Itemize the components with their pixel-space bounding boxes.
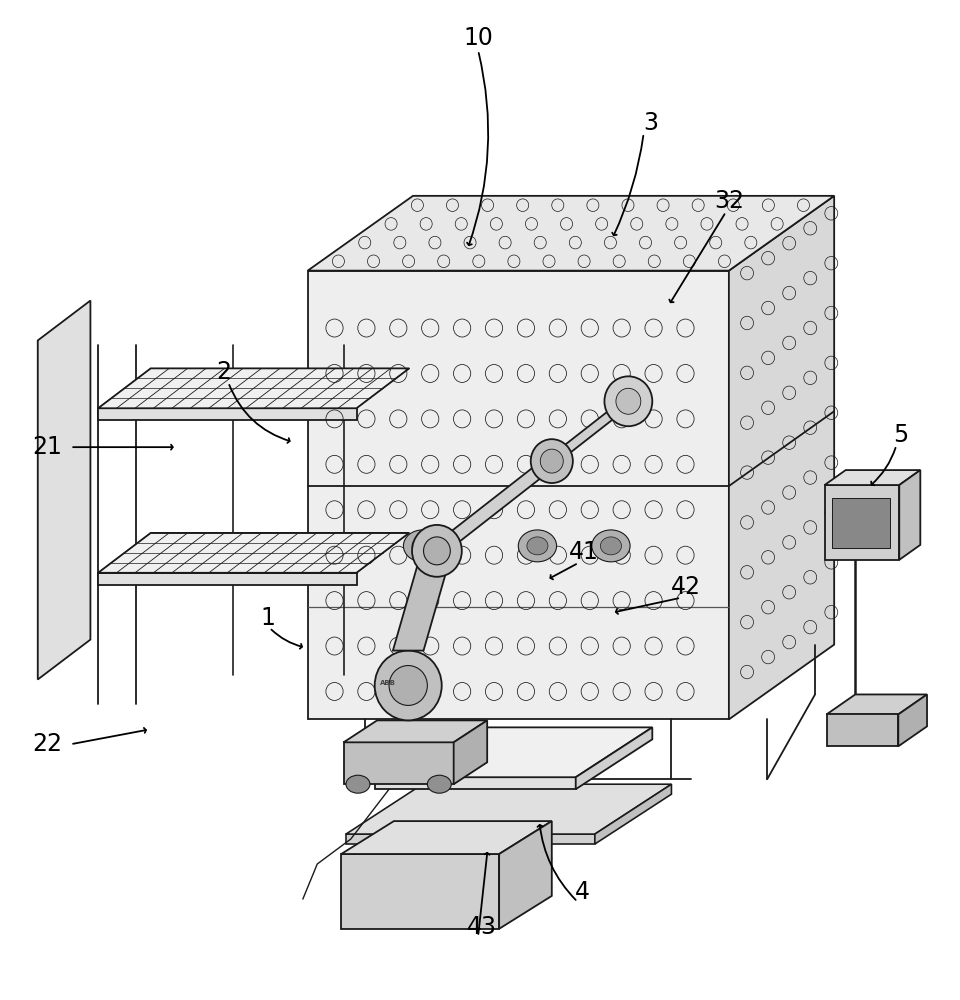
- Polygon shape: [827, 714, 899, 746]
- Ellipse shape: [527, 537, 548, 555]
- Ellipse shape: [591, 530, 630, 562]
- Circle shape: [389, 666, 427, 705]
- Polygon shape: [98, 368, 409, 408]
- Text: 4: 4: [575, 880, 590, 904]
- Text: ABB: ABB: [379, 680, 396, 686]
- Ellipse shape: [412, 537, 433, 555]
- Ellipse shape: [427, 775, 451, 793]
- Polygon shape: [454, 720, 487, 784]
- Polygon shape: [374, 727, 652, 777]
- Circle shape: [531, 439, 573, 483]
- Polygon shape: [344, 742, 454, 784]
- Polygon shape: [426, 461, 563, 551]
- Polygon shape: [729, 196, 834, 719]
- Circle shape: [605, 376, 652, 426]
- Ellipse shape: [403, 530, 442, 562]
- Polygon shape: [899, 694, 927, 746]
- Polygon shape: [374, 777, 576, 789]
- Polygon shape: [308, 271, 729, 719]
- Text: 32: 32: [714, 189, 744, 213]
- Polygon shape: [344, 720, 487, 742]
- Circle shape: [412, 525, 462, 577]
- Polygon shape: [346, 834, 595, 844]
- Text: 5: 5: [894, 423, 909, 447]
- Circle shape: [374, 651, 442, 720]
- Polygon shape: [98, 573, 356, 585]
- Polygon shape: [341, 854, 499, 929]
- Circle shape: [423, 537, 450, 565]
- Polygon shape: [98, 408, 356, 420]
- Text: 21: 21: [33, 435, 62, 459]
- Polygon shape: [499, 821, 552, 929]
- Circle shape: [540, 449, 564, 473]
- Polygon shape: [900, 470, 921, 560]
- Polygon shape: [98, 533, 409, 573]
- Polygon shape: [341, 821, 552, 854]
- Ellipse shape: [346, 775, 370, 793]
- Text: 42: 42: [671, 575, 701, 599]
- Text: 2: 2: [216, 360, 231, 384]
- Polygon shape: [308, 196, 834, 271]
- Text: 1: 1: [260, 606, 275, 630]
- Polygon shape: [595, 784, 671, 844]
- Polygon shape: [37, 301, 90, 680]
- Polygon shape: [544, 401, 636, 461]
- Polygon shape: [827, 694, 927, 714]
- Text: 3: 3: [643, 111, 658, 135]
- Polygon shape: [576, 727, 652, 789]
- Polygon shape: [393, 551, 452, 651]
- Text: 43: 43: [467, 915, 497, 939]
- Ellipse shape: [600, 537, 621, 555]
- Text: 10: 10: [463, 26, 493, 50]
- Text: 41: 41: [568, 540, 598, 564]
- Polygon shape: [346, 784, 671, 834]
- Ellipse shape: [518, 530, 557, 562]
- Polygon shape: [825, 470, 921, 485]
- Polygon shape: [825, 485, 900, 560]
- Text: 22: 22: [33, 732, 62, 756]
- Circle shape: [616, 388, 641, 414]
- Bar: [832, 498, 890, 548]
